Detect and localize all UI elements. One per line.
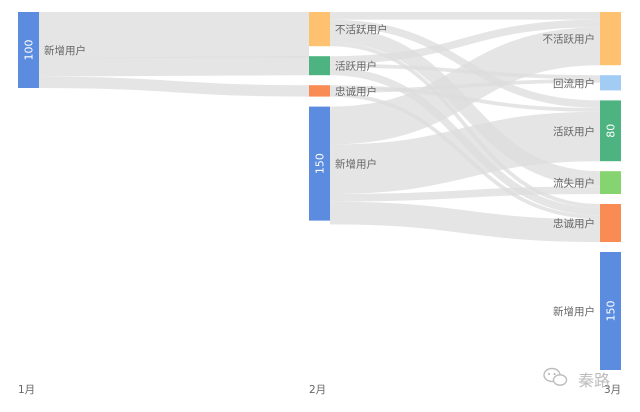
node-label-m3_loyal: 忠诚用户 bbox=[553, 217, 595, 230]
stage-label-2: 2月 bbox=[309, 384, 326, 396]
node-label-m3_lost: 流失用户 bbox=[553, 177, 595, 190]
stage-label-3: 3月 bbox=[604, 384, 621, 396]
sankey-link-m2_active-to-m3_inactive bbox=[329, 19, 601, 64]
sankey-link-m2_new-to-m3_inactive bbox=[329, 27, 601, 145]
node-label-m3_inactive: 不活跃用户 bbox=[543, 33, 596, 46]
sankey-node-m3_active bbox=[600, 100, 621, 162]
sankey-node-m2_active bbox=[309, 56, 330, 76]
node-label-m2_inactive: 不活跃用户 bbox=[335, 23, 388, 36]
sankey-node-m2_loyal bbox=[309, 85, 330, 97]
links-layer bbox=[38, 11, 601, 242]
node-label-m2_new: 新增用户 bbox=[335, 158, 377, 171]
node-value-m1_new: 100 bbox=[23, 40, 36, 61]
node-label-m3_return: 回流用户 bbox=[553, 77, 595, 90]
sankey-node-m3_new bbox=[600, 252, 621, 370]
node-label-m2_loyal: 忠诚用户 bbox=[335, 85, 377, 98]
node-label-m2_active: 活跃用户 bbox=[335, 60, 377, 73]
sankey-link-m2_new-to-m3_active bbox=[329, 111, 601, 194]
nodes-layer bbox=[18, 12, 621, 370]
stage-label-1: 1月 bbox=[18, 384, 35, 396]
sankey-node-m3_return bbox=[600, 75, 621, 91]
node-label-m3_active: 活跃用户 bbox=[553, 125, 595, 138]
stage-axis: 1月 2月 3月 bbox=[18, 384, 621, 396]
node-value-m3_new: 150 bbox=[605, 301, 618, 322]
sankey-node-m2_new bbox=[309, 106, 330, 221]
node-value-m3_active: 80 bbox=[605, 124, 618, 138]
node-label-m3_new: 新增用户 bbox=[553, 305, 595, 318]
node-label-m1_new: 新增用户 bbox=[44, 44, 86, 57]
node-value-m2_new: 150 bbox=[314, 153, 327, 174]
watermark: 秦路 bbox=[543, 367, 610, 390]
sankey-link-m1_new-to-m2_loyal bbox=[38, 76, 310, 97]
sankey-node-m2_inactive bbox=[309, 12, 330, 47]
sankey-node-m1_new bbox=[18, 12, 39, 88]
sankey-link-m1_new-to-m2_active bbox=[38, 56, 310, 77]
sankey-node-m3_loyal bbox=[600, 204, 621, 242]
sankey-link-m2_inactive-to-m3_loyal bbox=[329, 42, 601, 208]
watermark-text: 秦路 bbox=[578, 371, 610, 390]
sankey-node-m3_lost bbox=[600, 171, 621, 194]
labels-layer: 新增用户100不活跃用户活跃用户忠诚用户新增用户150不活跃用户回流用户活跃用户… bbox=[23, 23, 618, 321]
sankey-link-m2_inactive-to-m3_active bbox=[329, 19, 601, 108]
sankey-link-m2_new-to-m3_loyal bbox=[329, 201, 601, 242]
sankey-node-m3_inactive bbox=[600, 12, 621, 66]
sankey-link-m2_new-to-m3_lost bbox=[329, 186, 601, 202]
wechat-icon bbox=[543, 367, 568, 386]
